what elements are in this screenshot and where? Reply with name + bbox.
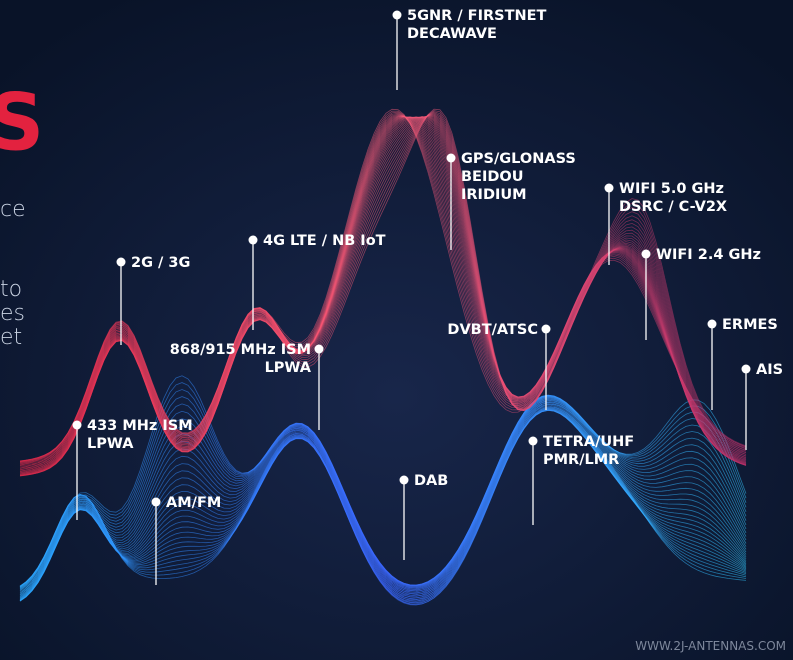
- wave-line: [19, 375, 747, 606]
- pin-dot: [116, 257, 126, 267]
- pin-dot: [741, 364, 751, 374]
- pin-dot: [314, 344, 324, 354]
- label-text: 868/915 MHz ISM: [170, 342, 311, 358]
- labels: 5GNR / FIRSTNET DECAWAVE GPS/GLONASS BEIDOU…: [72, 8, 783, 585]
- wave-line: [19, 403, 747, 600]
- brand-fragment: to: [0, 277, 22, 302]
- wave-line: [19, 113, 747, 476]
- label-text: WIFI 2.4 GHz: [656, 247, 761, 263]
- label-text: 4G LTE / NB IoT: [263, 233, 386, 249]
- label-text: PMR/LMR: [543, 452, 619, 468]
- wave-line: [19, 108, 747, 469]
- brand-heading: S: [0, 78, 44, 168]
- wave-line: [19, 115, 747, 476]
- label-text: ERMES: [722, 317, 778, 333]
- brand-fragment: ce: [0, 197, 26, 222]
- wave-line: [19, 111, 747, 472]
- pin-dot: [604, 183, 614, 193]
- label-text: AM/FM: [166, 495, 221, 511]
- pin-dot: [248, 235, 258, 245]
- label-text: AIS: [756, 362, 783, 378]
- pin-dot: [528, 436, 538, 446]
- pin-dot: [641, 249, 651, 259]
- label-text: WIFI 5.0 GHz: [619, 181, 724, 197]
- label-text: IRIDIUM: [461, 187, 527, 203]
- label-text: DVBT/ATSC: [447, 322, 538, 338]
- label-text: DECAWAVE: [407, 26, 497, 42]
- brand-fragment: es: [0, 301, 25, 326]
- pin-dot: [707, 319, 717, 329]
- label-text: DSRC / C-V2X: [619, 199, 727, 215]
- wave-line: [19, 395, 747, 596]
- wave-line: [19, 115, 747, 477]
- wave-line: [19, 115, 747, 477]
- wave-line: [19, 110, 747, 471]
- pin-dot: [541, 324, 551, 334]
- pin-dot: [392, 10, 402, 20]
- label-text: LPWA: [265, 360, 312, 376]
- label-text: 5GNR / FIRSTNET: [407, 8, 547, 24]
- pin-dot: [399, 475, 409, 485]
- wave-line: [19, 112, 747, 474]
- label-text: BEIDOU: [461, 169, 524, 185]
- wave-line: [19, 382, 747, 604]
- pin-dot: [151, 497, 161, 507]
- waves: [19, 108, 747, 606]
- pin-dot: [72, 420, 82, 430]
- footer: WWW.2J-ANTENNAS.COM: [635, 639, 786, 653]
- pin-dot: [446, 153, 456, 163]
- brand-fragment: et: [0, 325, 22, 350]
- label-text: 433 MHz ISM: [87, 418, 193, 434]
- wave-line: [19, 402, 747, 605]
- label-text: DAB: [414, 473, 448, 489]
- label-text: LPWA: [87, 436, 134, 452]
- wave-line: [19, 115, 747, 477]
- label-text: 2G / 3G: [131, 255, 190, 271]
- label-text: GPS/GLONASS: [461, 151, 576, 167]
- wave-line: [19, 396, 747, 600]
- wave-line: [19, 389, 747, 602]
- label-text: TETRA/UHF: [543, 434, 634, 450]
- wave-line: [19, 113, 747, 475]
- wave-line: [19, 114, 747, 476]
